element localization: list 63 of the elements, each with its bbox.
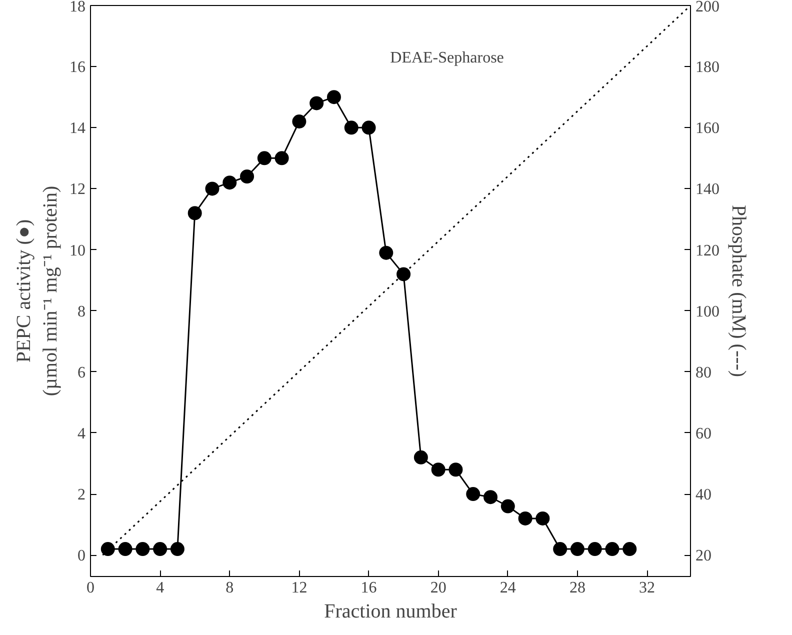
point	[570, 542, 584, 556]
x-tick-label: 24	[500, 580, 516, 596]
point	[396, 267, 411, 282]
annotation: DEAE-Sepharose	[390, 50, 504, 67]
point	[536, 511, 550, 526]
y2-tick-label: 20	[696, 548, 712, 565]
y-tick-label: 0	[78, 548, 86, 565]
x-tick-label: 4	[156, 580, 164, 596]
y2-tick-label: 100	[696, 303, 720, 320]
point	[448, 462, 463, 477]
y-axis-title: PEPC activity (●) (µmol min⁻¹ mg⁻¹ protein)	[13, 186, 62, 396]
point	[310, 96, 324, 110]
point	[292, 114, 306, 129]
y-tick-label: 16	[70, 59, 86, 76]
y-tick-label: 4	[78, 425, 86, 442]
point	[100, 542, 115, 556]
x-axis-title: Fraction number	[324, 600, 458, 622]
y-tick-label: 8	[78, 303, 86, 320]
x-tick-label: 16	[360, 580, 377, 596]
x-tick-label: 8	[226, 580, 234, 596]
point	[326, 90, 341, 104]
point	[484, 490, 498, 504]
point	[605, 542, 620, 556]
point	[240, 170, 254, 184]
x-tick-label: 20	[430, 580, 446, 596]
y-tick-label: 12	[70, 181, 86, 198]
y-tick-label: 6	[78, 364, 86, 382]
point	[414, 450, 428, 464]
y-tick-label: 14	[70, 120, 86, 138]
point	[205, 182, 220, 196]
y2-tick-label: 40	[696, 486, 712, 504]
point	[257, 151, 272, 166]
x-tick-label: 12	[291, 580, 308, 596]
point	[362, 120, 376, 135]
y-tick-label: 18	[70, 0, 86, 16]
point	[431, 462, 446, 477]
point	[466, 487, 480, 502]
point	[222, 176, 237, 190]
point	[274, 151, 289, 166]
point	[170, 542, 184, 556]
point	[553, 542, 568, 556]
point	[188, 206, 202, 220]
y2-axis-title: Phosphate (mM) (---)	[728, 204, 750, 378]
point	[622, 542, 637, 556]
y2-tick-label: 60	[696, 425, 712, 442]
point	[379, 246, 394, 260]
y2-tick-label: 140	[696, 181, 720, 198]
y2-tick-label: 80	[696, 364, 712, 382]
point	[344, 120, 358, 135]
point	[500, 499, 515, 514]
y2-tick-label: 120	[696, 242, 720, 260]
point	[153, 542, 168, 556]
point	[588, 542, 602, 556]
y-tick-label: 10	[70, 242, 86, 260]
point	[136, 542, 150, 556]
y2-tick-label: 200	[696, 0, 720, 16]
x-tick-label: 32	[639, 580, 656, 596]
point	[518, 511, 532, 526]
y2-tick-label: 160	[696, 120, 720, 138]
y-tick-label: 2	[78, 486, 86, 504]
point	[118, 542, 132, 556]
y2-tick-label: 180	[696, 59, 720, 76]
x-tick-label: 28	[569, 580, 586, 596]
